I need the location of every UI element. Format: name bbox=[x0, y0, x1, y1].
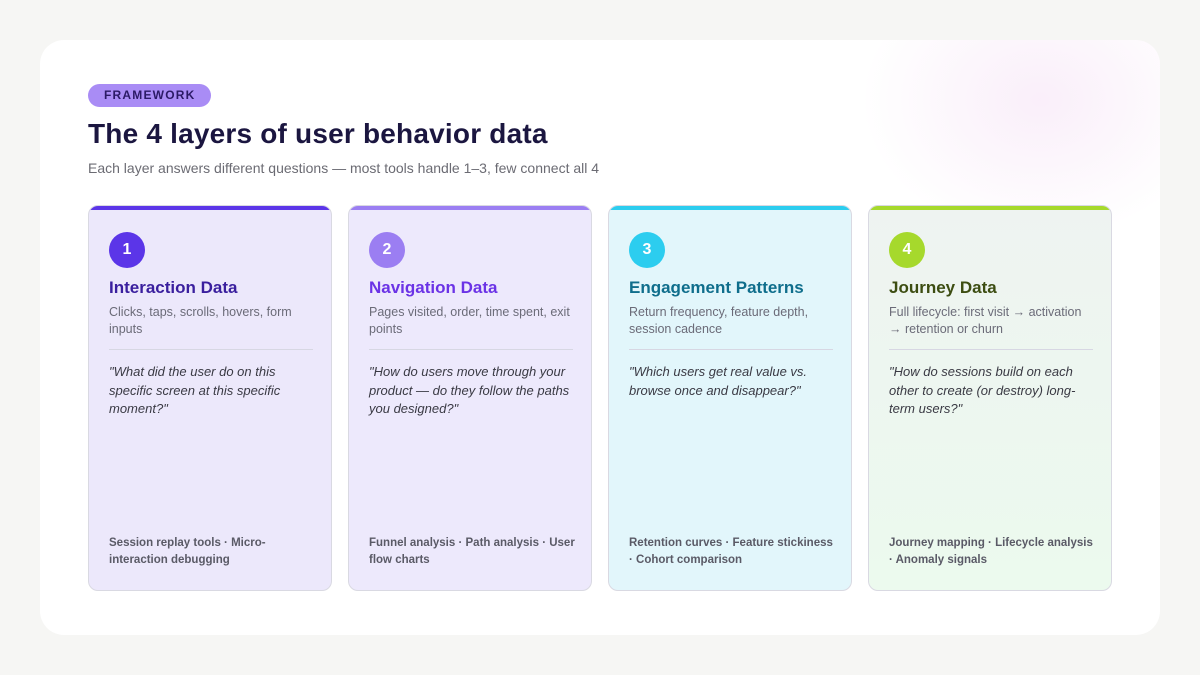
layer-tools: Journey mapping · Lifecycle analysis · A… bbox=[889, 537, 1093, 566]
layer-description: Pages visited, order, time spent, exit p… bbox=[369, 305, 570, 336]
layer-question: "Which users get real value vs. browse o… bbox=[629, 364, 808, 398]
layer-number-badge: 4 bbox=[889, 232, 925, 268]
layer-description: Return frequency, feature depth, session… bbox=[629, 305, 809, 336]
layer-card-interaction: 1 Interaction Data Clicks, taps, scrolls… bbox=[88, 205, 332, 591]
layer-divider bbox=[109, 349, 313, 350]
layer-name: Interaction Data bbox=[109, 278, 238, 297]
layer-description: Clicks, taps, scrolls, hovers, form inpu… bbox=[109, 305, 292, 336]
layer-tools: Funnel analysis · Path analysis · User f… bbox=[369, 537, 575, 566]
page-subtitle: Each layer answers different questions —… bbox=[88, 160, 600, 176]
layer-name: Engagement Patterns bbox=[629, 278, 804, 297]
layer-card-navigation: 2 Navigation Data Pages visited, order, … bbox=[348, 205, 592, 591]
layer-divider bbox=[369, 349, 573, 350]
layer-number-badge: 3 bbox=[629, 232, 665, 268]
layers-grid: 1 Interaction Data Clicks, taps, scrolls… bbox=[88, 205, 1112, 591]
layer-question: "What did the user do on this specific s… bbox=[109, 364, 281, 416]
layer-question: "How do sessions build on each other to … bbox=[889, 364, 1076, 416]
layer-card-engagement: 3 Engagement Patterns Return frequency, … bbox=[608, 205, 852, 591]
layer-accent-bar bbox=[869, 206, 1111, 210]
layer-description: Full lifecycle: first visit → activation… bbox=[889, 305, 1082, 336]
layer-accent-bar bbox=[89, 206, 331, 210]
framework-badge: FRAMEWORK bbox=[88, 84, 212, 107]
layer-name: Navigation Data bbox=[369, 278, 498, 297]
layer-divider bbox=[889, 349, 1093, 350]
layer-tools: Session replay tools · Micro-interaction… bbox=[109, 537, 266, 566]
layer-number-badge: 1 bbox=[109, 232, 145, 268]
page-title: The 4 layers of user behavior data bbox=[88, 118, 548, 149]
layer-name: Journey Data bbox=[889, 278, 997, 297]
layer-tools: Retention curves · Feature stickiness · … bbox=[629, 537, 833, 566]
layer-card-journey: 4 Journey Data Full lifecycle: first vis… bbox=[868, 205, 1112, 591]
layer-accent-bar bbox=[349, 206, 591, 210]
layer-question: "How do users move through your product … bbox=[369, 364, 570, 416]
layer-number-badge: 2 bbox=[369, 232, 405, 268]
framework-card: FRAMEWORK The 4 layers of user behavior … bbox=[40, 40, 1160, 635]
layer-accent-bar bbox=[609, 206, 851, 210]
layer-divider bbox=[629, 349, 833, 350]
